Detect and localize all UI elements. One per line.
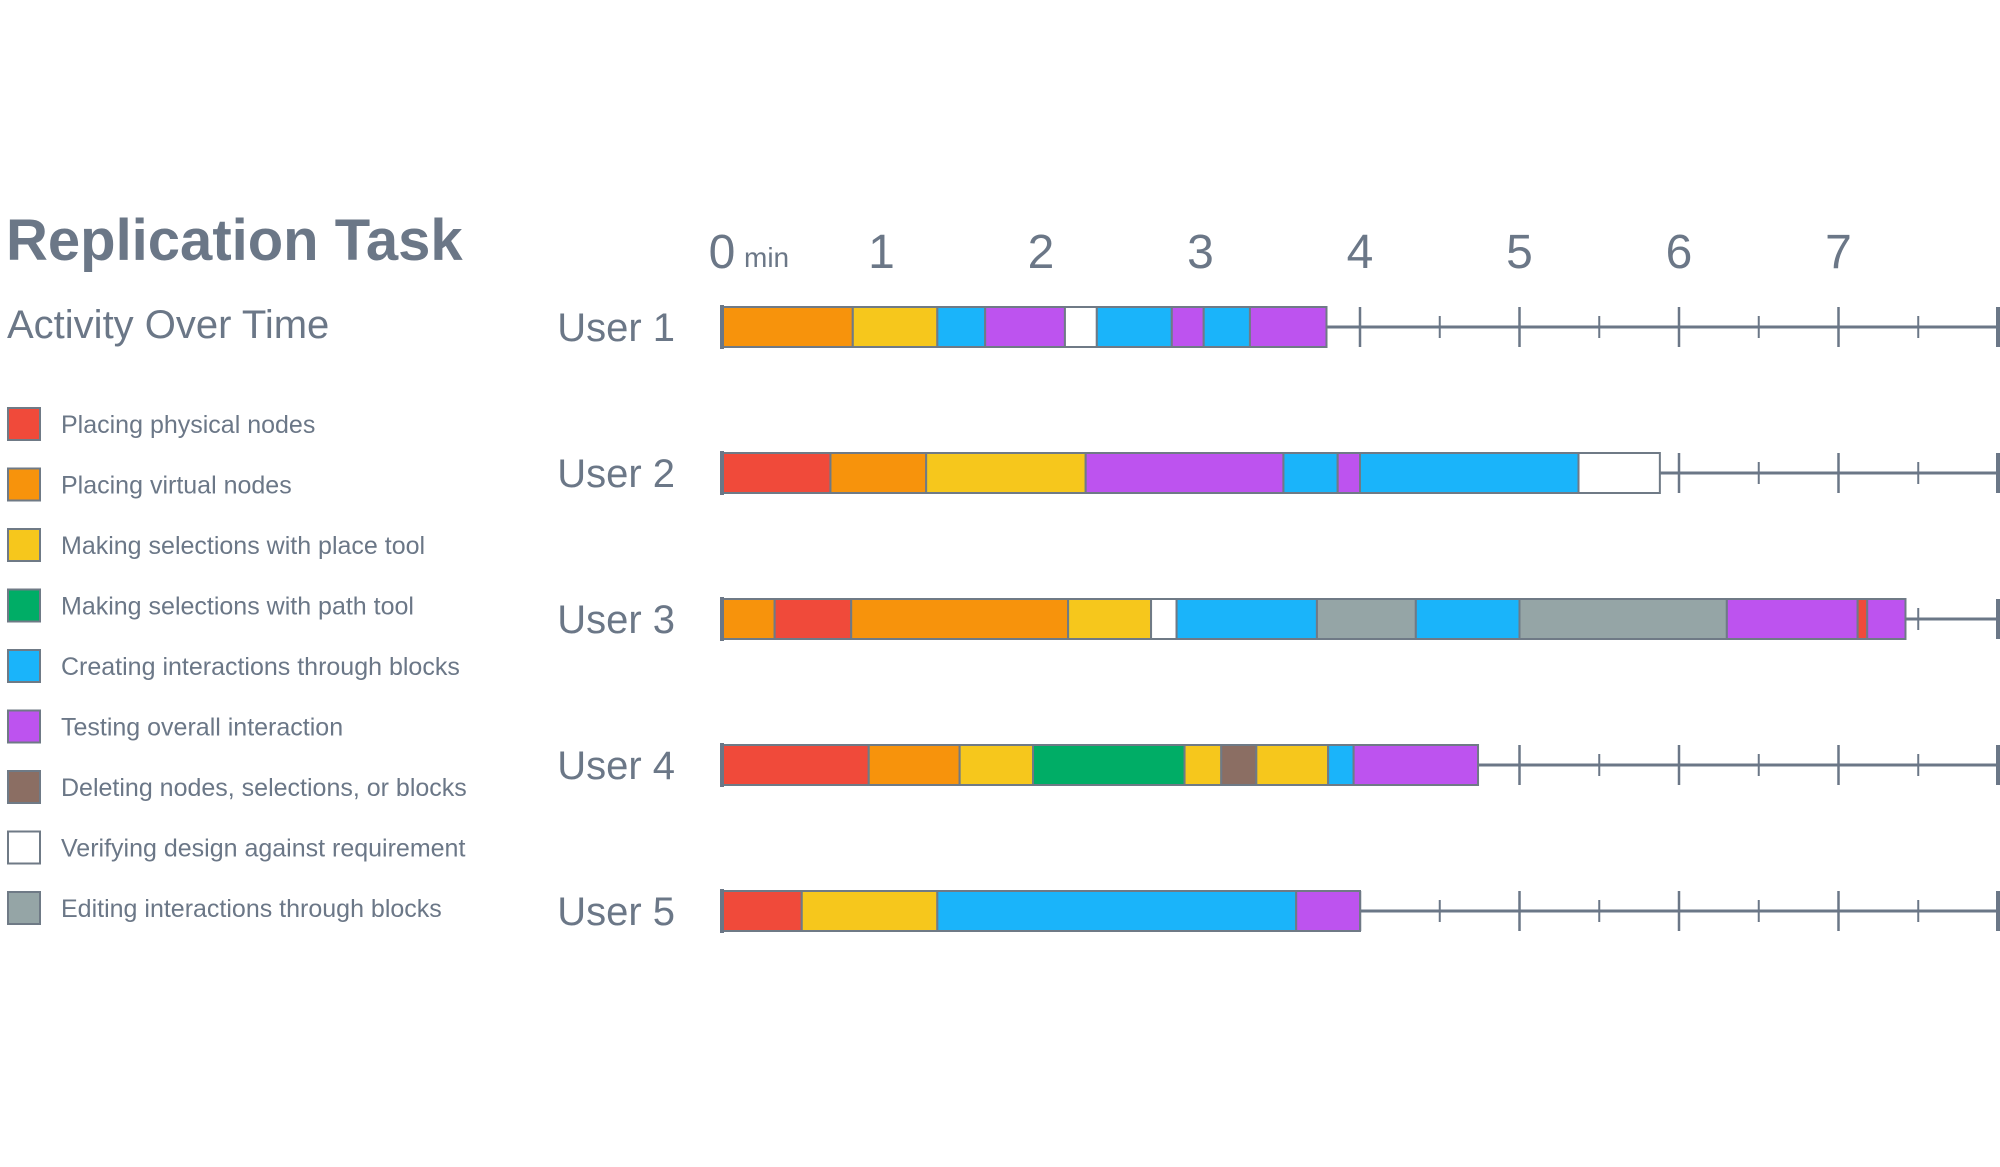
- user-row: User 2: [557, 451, 2000, 496]
- activity-segment-place: [1255, 744, 1330, 786]
- x-tick-label-5: 5: [1506, 226, 1533, 279]
- legend-swatch-path: [7, 588, 41, 623]
- activity-segment-virtual: [721, 306, 854, 348]
- activity-segment-path: [1032, 744, 1186, 786]
- user-label: User 3: [557, 598, 675, 642]
- user-row: User 4: [557, 743, 2000, 788]
- activity-segment-test: [1336, 452, 1362, 494]
- legend-swatch-physical: [7, 407, 41, 441]
- legend-swatch-create: [7, 649, 41, 683]
- activity-segment-physical: [773, 598, 853, 640]
- legend-swatch-test: [7, 709, 41, 744]
- legend-label-place: Making selections with place tool: [61, 532, 425, 560]
- user-row: User 3: [557, 597, 2000, 642]
- activity-segment-create: [1327, 744, 1355, 786]
- activity-segment-place: [800, 890, 939, 932]
- activity-segment-place: [958, 744, 1035, 786]
- legend-label-path: Making selections with path tool: [61, 593, 414, 621]
- user-row: User 5: [557, 889, 2000, 934]
- chart-title: Replication Task: [6, 208, 463, 273]
- activity-segment-place: [1067, 598, 1153, 640]
- activity-segment-physical: [721, 744, 870, 786]
- user-label: User 2: [557, 452, 675, 496]
- chart-subtitle: Activity Over Time: [7, 303, 329, 347]
- activity-segment-physical: [721, 890, 803, 932]
- activity-segment-test: [984, 306, 1066, 348]
- x-tick-label-7: 7: [1825, 226, 1852, 279]
- legend-label-create: Creating interactions through blocks: [61, 653, 460, 681]
- activity-segment-place: [851, 306, 939, 348]
- activity-segment-create: [936, 890, 1298, 932]
- activity-segment-place: [1183, 744, 1223, 786]
- activity-segment-virtual: [829, 452, 928, 494]
- activity-segment-test: [1170, 306, 1205, 348]
- activity-segment-create: [1282, 452, 1339, 494]
- activity-segment-create: [1359, 452, 1580, 494]
- activity-segment-create: [1414, 598, 1521, 640]
- activity-segment-edit: [1315, 598, 1417, 640]
- legend-label-edit: Editing interactions through blocks: [61, 895, 442, 923]
- activity-segment-test: [1248, 306, 1328, 348]
- activity-segment-test: [1084, 452, 1285, 494]
- activity-segment-verify: [1150, 598, 1178, 640]
- activity-segment-place: [925, 452, 1087, 494]
- user-label: User 5: [557, 890, 675, 934]
- activity-segment-test: [1352, 744, 1480, 786]
- activity-segment-create: [936, 306, 987, 348]
- activity-segment-delete: [1220, 744, 1258, 786]
- x-tick-label-1: 1: [868, 226, 895, 279]
- x-tick-label-6: 6: [1666, 226, 1693, 279]
- activity-segment-virtual: [850, 598, 1070, 640]
- user-row: User 1: [557, 305, 2000, 350]
- user-label: User 4: [557, 744, 675, 788]
- user-label: User 1: [557, 306, 675, 350]
- activity-segment-test: [1866, 598, 1907, 640]
- user-rows: User 1 User 2 User 3 User 4 User 5: [557, 305, 2000, 934]
- x-tick-label-3: 3: [1187, 226, 1214, 279]
- legend-swatch-edit: [7, 891, 41, 925]
- activity-segment-create: [1095, 306, 1173, 348]
- x-tick-label-2: 2: [1028, 226, 1055, 279]
- legend-swatch-place: [7, 528, 41, 562]
- legend-swatch-delete: [7, 770, 41, 804]
- activity-segment-create: [1202, 306, 1251, 348]
- x-tick-label-4: 4: [1347, 226, 1374, 279]
- activity-segment-verify: [1063, 306, 1098, 348]
- x-axis-labels: 0 1 2 3 4 5 6 7 min: [709, 226, 1852, 279]
- activity-segment-physical: [721, 452, 832, 494]
- legend-label-virtual: Placing virtual nodes: [61, 472, 292, 500]
- x-axis-unit: min: [744, 242, 789, 273]
- activity-segment-virtual: [867, 744, 961, 786]
- x-tick-label-0: 0: [709, 226, 736, 279]
- legend-label-verify: Verifying design against requirement: [61, 835, 465, 863]
- legend-label-delete: Deleting nodes, selections, or blocks: [61, 774, 467, 802]
- legend-swatch-verify: [7, 830, 41, 865]
- legend-label-test: Testing overall interaction: [61, 714, 343, 742]
- activity-segment-physical: [1856, 598, 1869, 640]
- legend-swatch-virtual: [7, 467, 41, 502]
- activity-segment-test: [1725, 598, 1859, 640]
- activity-segment-test: [1295, 890, 1361, 932]
- legend: Placing physical nodes Placing virtual no…: [7, 407, 467, 925]
- legend-label-physical: Placing physical nodes: [61, 411, 315, 439]
- activity-segment-create: [1175, 598, 1318, 640]
- activity-segment-edit: [1518, 598, 1728, 640]
- activity-segment-virtual: [721, 598, 776, 640]
- activity-segment-verify: [1577, 452, 1661, 494]
